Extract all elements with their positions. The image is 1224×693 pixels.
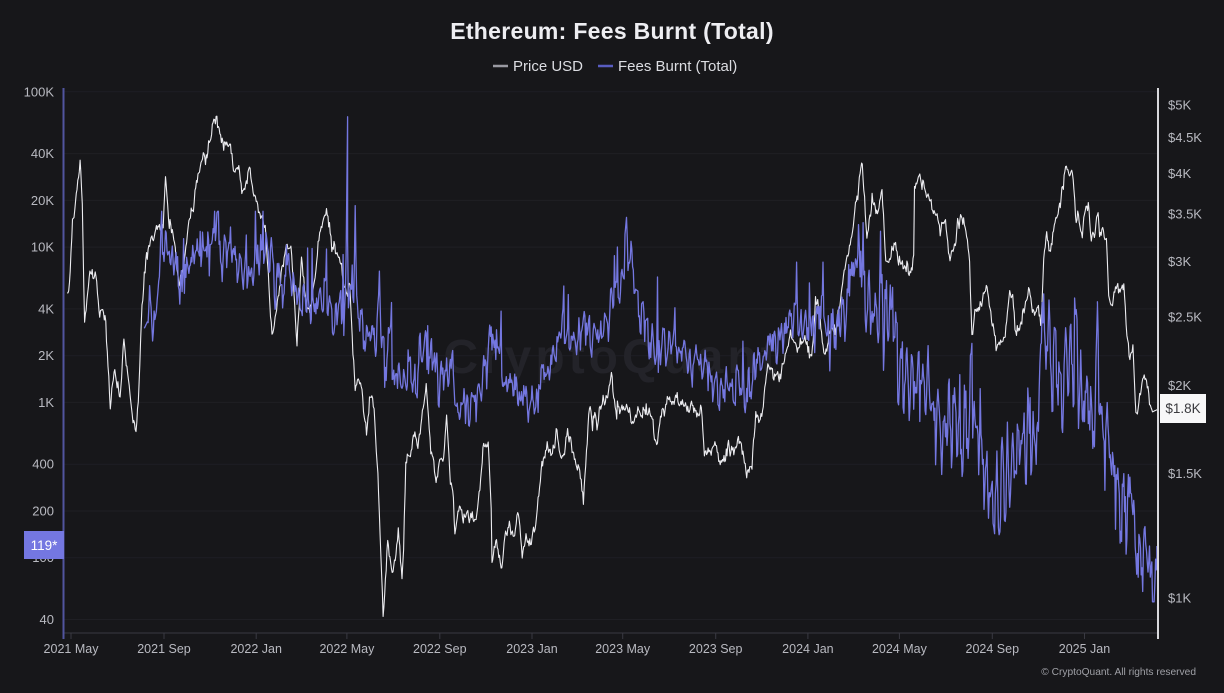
svg-text:1K: 1K <box>38 395 54 410</box>
svg-text:Ethereum: Fees Burnt (Total): Ethereum: Fees Burnt (Total) <box>450 18 774 44</box>
svg-text:4K: 4K <box>38 301 54 316</box>
svg-text:2024 Sep: 2024 Sep <box>966 642 1020 656</box>
svg-text:40K: 40K <box>31 146 54 161</box>
svg-text:2021 Sep: 2021 Sep <box>137 642 191 656</box>
svg-text:$4K: $4K <box>1168 166 1191 181</box>
svg-text:200: 200 <box>32 504 54 519</box>
svg-text:Price USD: Price USD <box>513 58 583 75</box>
svg-text:Fees Burnt (Total): Fees Burnt (Total) <box>618 58 737 75</box>
svg-text:$3K: $3K <box>1168 254 1191 269</box>
svg-text:$5K: $5K <box>1168 98 1191 113</box>
svg-text:100K: 100K <box>24 84 55 99</box>
svg-text:2024 Jan: 2024 Jan <box>782 642 833 656</box>
svg-text:CryptoQuant: CryptoQuant <box>443 331 780 384</box>
svg-text:$2.5K: $2.5K <box>1168 310 1202 325</box>
svg-text:10K: 10K <box>31 240 54 255</box>
svg-text:2K: 2K <box>38 348 54 363</box>
svg-text:$1.8K: $1.8K <box>1165 401 1200 416</box>
svg-text:119*: 119* <box>31 538 59 553</box>
svg-text:© CryptoQuant. All rights rese: © CryptoQuant. All rights reserved <box>1041 667 1196 678</box>
svg-text:20K: 20K <box>31 193 54 208</box>
svg-text:$1K: $1K <box>1168 590 1191 605</box>
svg-text:2023 May: 2023 May <box>595 642 651 656</box>
svg-text:2025 Jan: 2025 Jan <box>1059 642 1110 656</box>
svg-text:2022 Sep: 2022 Sep <box>413 642 467 656</box>
svg-text:$3.5K: $3.5K <box>1168 207 1202 222</box>
svg-text:$4.5K: $4.5K <box>1168 130 1202 145</box>
svg-text:2024 May: 2024 May <box>872 642 928 656</box>
svg-text:2023 Jan: 2023 Jan <box>506 642 557 656</box>
svg-text:2023 Sep: 2023 Sep <box>689 642 743 656</box>
svg-text:2022 May: 2022 May <box>319 642 375 656</box>
svg-text:400: 400 <box>32 457 54 472</box>
svg-text:$1.5K: $1.5K <box>1168 466 1202 481</box>
svg-text:40: 40 <box>40 612 54 627</box>
svg-text:2021 May: 2021 May <box>44 642 100 656</box>
svg-text:$2K: $2K <box>1168 378 1191 393</box>
svg-text:2022 Jan: 2022 Jan <box>230 642 281 656</box>
